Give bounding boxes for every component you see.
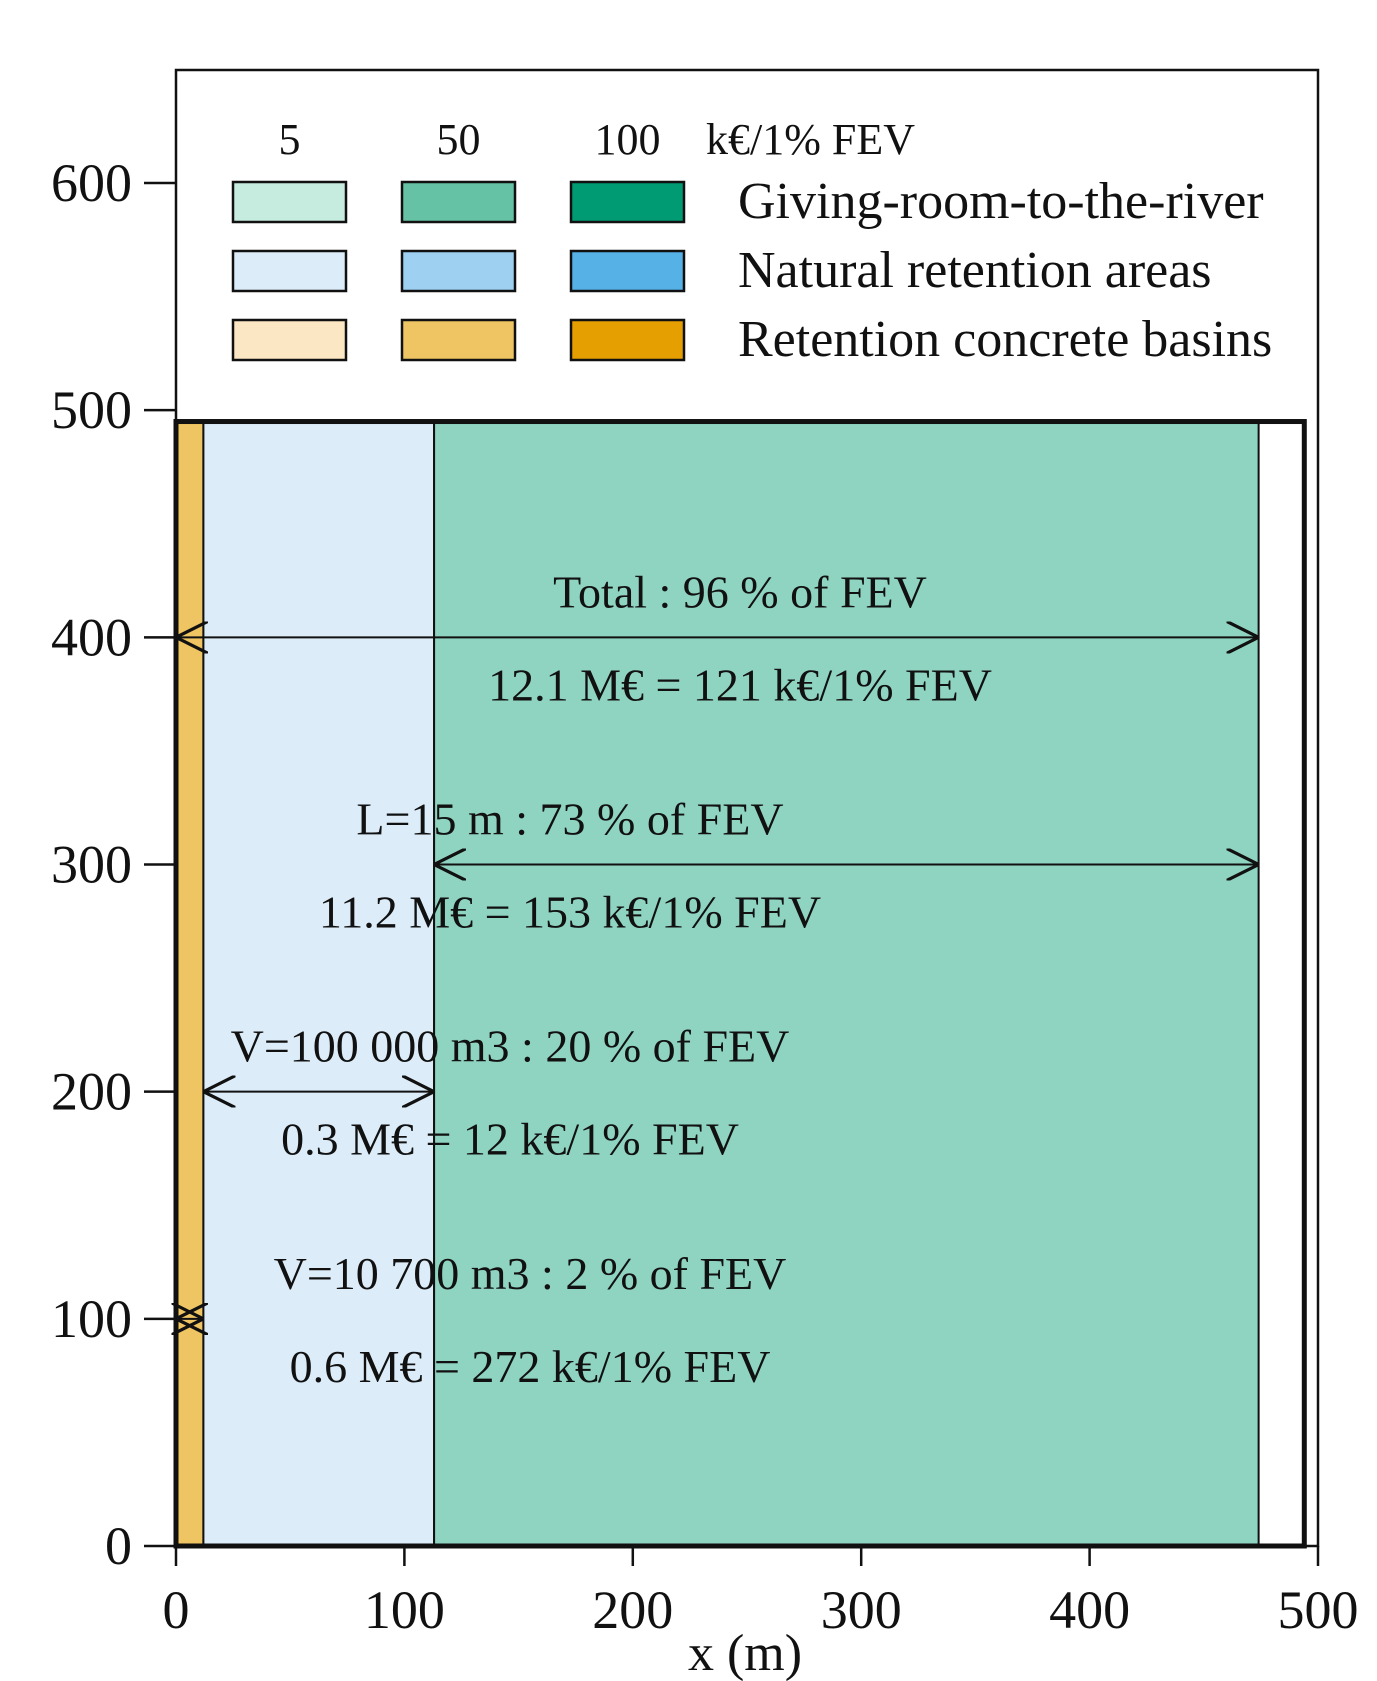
annotation-title-2: V=100 000 m3 : 20 % of FEV	[231, 1021, 790, 1072]
x-tick-label-1: 100	[364, 1580, 445, 1640]
axes: 0 100 200 300 400 500 0 100 200 300 400 500 600	[51, 153, 1359, 1640]
x-axis-label: x (m)	[688, 1625, 802, 1681]
legend-swatch-1-0	[231, 249, 348, 293]
legend-swatch-1-1	[400, 249, 517, 293]
legend-swatch-2-0	[231, 318, 348, 362]
legend-swatch-2-2	[569, 318, 686, 362]
legend-label-1: Natural retention areas	[738, 242, 1212, 299]
zone-1	[202, 420, 436, 1547]
x-tick-label-0: 0	[163, 1580, 190, 1640]
y-tick-label-4: 400	[51, 607, 132, 667]
zone-0	[175, 420, 205, 1547]
annotation-title-0: Total : 96 % of FEV	[553, 566, 927, 617]
legend-label-2: Retention concrete basins	[738, 311, 1272, 368]
legend-swatch-0-0	[231, 180, 348, 224]
plot-frame	[174, 68, 1320, 1548]
y-tick-label-0: 0	[105, 1516, 132, 1576]
annotation-labels: Total : 96 % of FEV 12.1 M€ = 121 k€/1% F…	[231, 566, 992, 1392]
y-tick-label-1: 100	[51, 1289, 132, 1349]
y-tick-label-5: 500	[51, 380, 132, 440]
annotation-cost-3: 0.6 M€ = 272 k€/1% FEV	[290, 1341, 771, 1392]
annotation-cost-2: 0.3 M€ = 12 k€/1% FEV	[281, 1114, 739, 1165]
x-tick-label-2: 200	[592, 1580, 673, 1640]
x-tick-label-5: 500	[1278, 1580, 1359, 1640]
legend-cost-level-0: 5	[279, 115, 301, 164]
x-tick-label-3: 300	[821, 1580, 902, 1640]
legend-swatch-1-2	[569, 249, 686, 293]
annotation-arrows	[176, 637, 1259, 1319]
legend-unit: k€/1% FEV	[706, 115, 915, 164]
legend-swatch-0-2	[569, 180, 686, 224]
legend-cost-level-1: 50	[437, 115, 481, 164]
legend-swatch-2-1	[400, 318, 517, 362]
legend-cost-level-2: 100	[595, 115, 661, 164]
legend-swatch-0-1	[400, 180, 517, 224]
legend: 5 50 100 k€/1% FEV Giving-room-to-the-river N…	[231, 115, 1272, 368]
annotation-cost-1: 11.2 M€ = 153 k€/1% FEV	[319, 887, 821, 938]
annotation-title-3: V=10 700 m3 : 2 % of FEV	[274, 1248, 787, 1299]
y-tick-label-3: 300	[51, 835, 132, 895]
annotation-cost-0: 12.1 M€ = 121 k€/1% FEV	[488, 659, 992, 710]
legend-label-0: Giving-room-to-the-river	[738, 173, 1264, 230]
y-tick-label-2: 200	[51, 1062, 132, 1122]
annotation-title-1: L=15 m : 73 % of FEV	[356, 794, 783, 845]
x-tick-label-4: 400	[1049, 1580, 1130, 1640]
y-tick-label-6: 600	[51, 153, 132, 213]
